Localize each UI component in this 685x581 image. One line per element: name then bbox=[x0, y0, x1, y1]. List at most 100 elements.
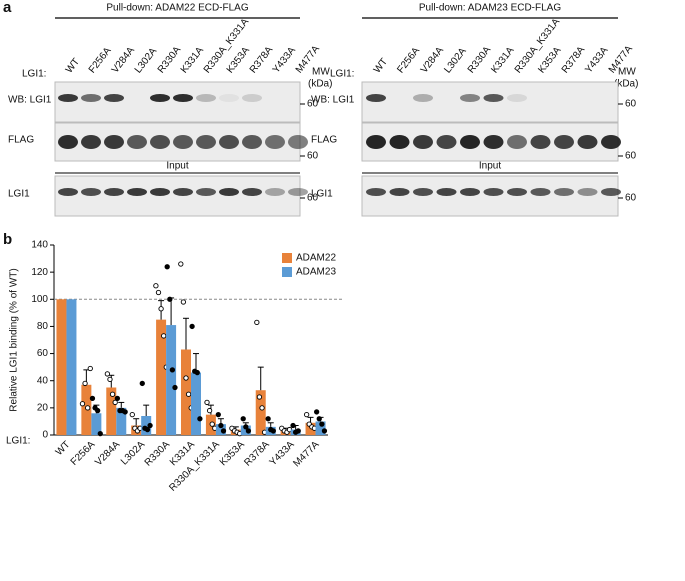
y-axis-label: Relative LGI1 binding (% of WT) bbox=[9, 268, 20, 411]
x-axis-label: LGI1: bbox=[6, 436, 30, 447]
band bbox=[460, 135, 480, 149]
band bbox=[460, 94, 480, 102]
data-point bbox=[109, 391, 116, 397]
input-label: Input bbox=[166, 161, 188, 172]
blot-title: Pull-down: ADAM22 ECD-FLAG bbox=[106, 3, 248, 14]
lgi1-label: LGI1: bbox=[330, 69, 354, 80]
mw-unit: (kDa) bbox=[308, 79, 332, 90]
legend-label: ADAM23 bbox=[296, 267, 336, 278]
band bbox=[173, 188, 193, 196]
band bbox=[219, 188, 239, 196]
band bbox=[601, 135, 621, 149]
mw-label: MW bbox=[618, 67, 636, 78]
lane-label: R378A bbox=[248, 44, 276, 75]
lane-label: L302A bbox=[133, 46, 160, 76]
bar bbox=[315, 421, 326, 435]
band bbox=[483, 135, 504, 149]
legend-swatch bbox=[282, 267, 292, 277]
data-point bbox=[265, 416, 271, 422]
data-point bbox=[155, 289, 162, 296]
band bbox=[173, 135, 193, 149]
data-point bbox=[164, 264, 170, 270]
row-label: WB: LGI1 bbox=[311, 95, 355, 106]
data-point bbox=[194, 369, 200, 376]
data-point bbox=[85, 405, 91, 411]
data-point bbox=[114, 395, 121, 402]
data-point bbox=[270, 428, 276, 434]
bar bbox=[240, 425, 251, 435]
bar bbox=[106, 387, 117, 435]
legend-label: ADAM22 bbox=[296, 253, 336, 264]
data-point bbox=[169, 367, 176, 373]
data-point bbox=[215, 411, 221, 418]
data-point bbox=[240, 416, 246, 422]
data-point bbox=[104, 371, 111, 377]
data-point bbox=[82, 380, 88, 387]
bar bbox=[66, 299, 77, 435]
x-tick-label: M477A bbox=[291, 439, 321, 469]
band bbox=[196, 135, 216, 149]
data-point bbox=[180, 299, 187, 305]
band bbox=[601, 188, 621, 196]
band bbox=[127, 135, 147, 149]
data-point bbox=[218, 422, 224, 429]
data-point bbox=[144, 426, 151, 433]
lgi1-label: LGI1: bbox=[22, 69, 46, 80]
y-tick-label: 0 bbox=[42, 430, 48, 441]
lane-label: Y433A bbox=[271, 45, 298, 76]
data-point bbox=[122, 409, 128, 415]
band bbox=[366, 135, 386, 149]
band bbox=[58, 135, 78, 149]
data-point bbox=[97, 430, 103, 437]
band bbox=[219, 94, 239, 102]
data-point bbox=[89, 395, 96, 402]
input-label: Input bbox=[479, 161, 501, 172]
lane-label: R330A bbox=[156, 44, 184, 75]
row-label: WB: LGI1 bbox=[8, 95, 52, 106]
data-point bbox=[259, 405, 265, 411]
row-label: LGI1 bbox=[8, 189, 30, 200]
band bbox=[150, 94, 170, 102]
blot-title: Pull-down: ADAM23 ECD-FLAG bbox=[419, 3, 561, 14]
mw-marker: 60 bbox=[307, 151, 319, 162]
mw-marker: 60 bbox=[307, 193, 319, 204]
y-tick-label: 140 bbox=[31, 240, 48, 251]
data-point bbox=[254, 319, 260, 326]
data-point bbox=[209, 421, 215, 427]
x-tick-label: R330A bbox=[143, 439, 173, 469]
y-tick-label: 120 bbox=[31, 267, 48, 278]
data-point bbox=[316, 416, 322, 422]
data-point bbox=[178, 261, 184, 267]
bar bbox=[116, 407, 127, 435]
lane-label: R330A bbox=[466, 44, 494, 75]
data-point bbox=[321, 428, 328, 434]
data-point bbox=[172, 384, 178, 391]
band bbox=[436, 188, 457, 196]
lane-label: F256A bbox=[395, 45, 422, 75]
blot-row bbox=[361, 175, 619, 217]
data-point bbox=[295, 428, 301, 434]
band bbox=[265, 188, 285, 196]
band bbox=[58, 188, 78, 196]
band bbox=[81, 188, 101, 196]
mw-label: MW bbox=[312, 67, 330, 78]
band bbox=[196, 188, 216, 196]
data-point bbox=[204, 399, 210, 406]
row-label: FLAG bbox=[8, 135, 34, 146]
data-point bbox=[139, 380, 145, 387]
data-point bbox=[319, 421, 325, 427]
bar bbox=[56, 299, 67, 435]
band bbox=[366, 188, 386, 196]
bar bbox=[141, 416, 152, 435]
data-point bbox=[153, 283, 159, 289]
band bbox=[413, 188, 433, 196]
band bbox=[389, 188, 410, 196]
mw-marker: 60 bbox=[307, 99, 319, 110]
data-point bbox=[107, 376, 113, 383]
row-label: FLAG bbox=[311, 135, 337, 146]
mw-marker: 60 bbox=[625, 99, 637, 110]
lane-label: Y433A bbox=[583, 45, 610, 76]
bar bbox=[191, 372, 201, 435]
panel-label: b bbox=[3, 231, 12, 248]
band bbox=[507, 94, 527, 102]
